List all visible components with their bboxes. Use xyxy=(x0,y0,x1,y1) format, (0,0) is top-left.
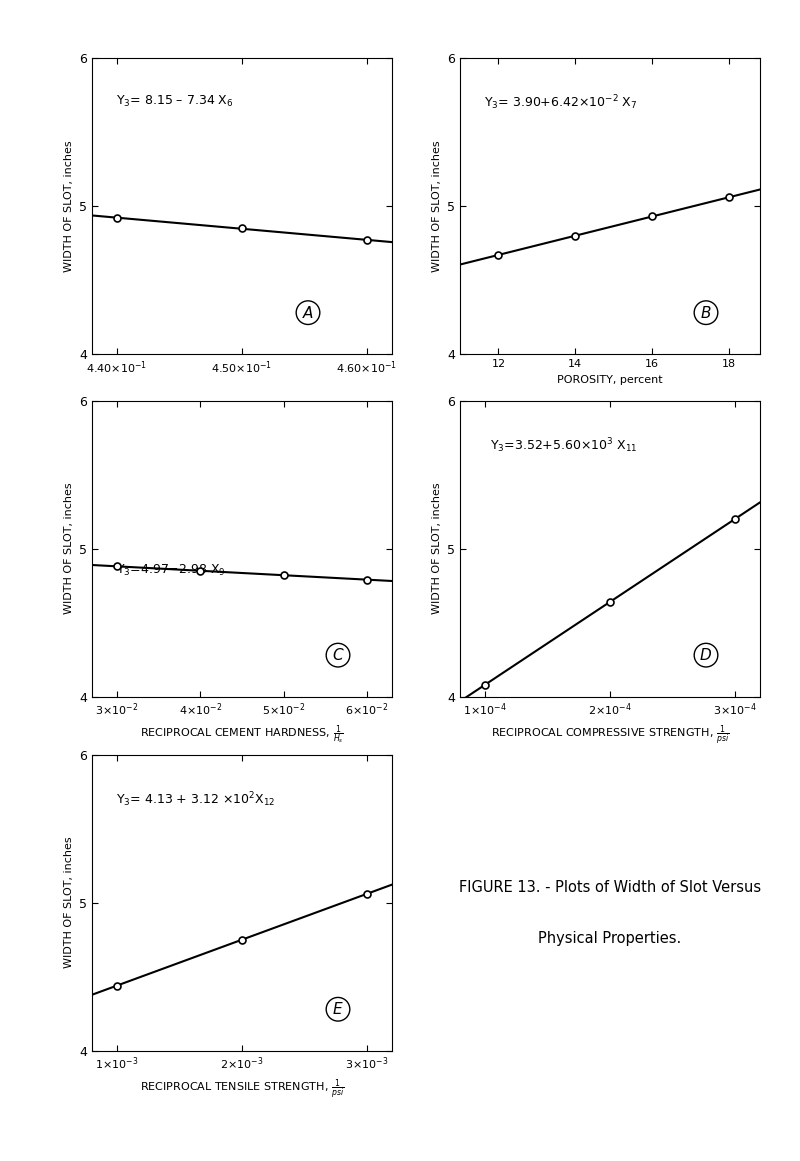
X-axis label: RECIPROCAL COMPRESSIVE STRENGTH, $\frac{1}{psi}$: RECIPROCAL COMPRESSIVE STRENGTH, $\frac{… xyxy=(491,723,729,748)
X-axis label: RECIPROCAL CEMENT HARDNESS, $\frac{1}{H_s}$: RECIPROCAL CEMENT HARDNESS, $\frac{1}{H_… xyxy=(140,723,344,747)
Text: Y$_3$= 3.90+6.42×10$^{-2}$ X$_7$: Y$_3$= 3.90+6.42×10$^{-2}$ X$_7$ xyxy=(484,94,638,113)
Text: FIGURE 13. - Plots of Width of Slot Versus: FIGURE 13. - Plots of Width of Slot Vers… xyxy=(459,880,761,895)
Text: Y$_3$=4.97−2.98 X$_9$: Y$_3$=4.97−2.98 X$_9$ xyxy=(116,563,226,578)
Text: $\mathit{B}$: $\mathit{B}$ xyxy=(700,304,712,320)
Y-axis label: WIDTH OF SLOT, inches: WIDTH OF SLOT, inches xyxy=(431,483,442,614)
Text: Y$_3$= 8.15 – 7.34 X$_6$: Y$_3$= 8.15 – 7.34 X$_6$ xyxy=(116,94,234,109)
Y-axis label: WIDTH OF SLOT, inches: WIDTH OF SLOT, inches xyxy=(63,837,74,968)
Text: Y$_3$=3.52+5.60×10$^3$ X$_{11}$: Y$_3$=3.52+5.60×10$^3$ X$_{11}$ xyxy=(490,437,638,455)
Text: Physical Properties.: Physical Properties. xyxy=(538,931,682,946)
Text: $\mathit{C}$: $\mathit{C}$ xyxy=(332,647,344,663)
Text: $\mathit{A}$: $\mathit{A}$ xyxy=(302,304,314,320)
Text: RECIPROCAL DENSITY,: RECIPROCAL DENSITY, xyxy=(178,408,306,418)
Y-axis label: WIDTH OF SLOT, inches: WIDTH OF SLOT, inches xyxy=(63,140,74,272)
Y-axis label: WIDTH OF SLOT, inches: WIDTH OF SLOT, inches xyxy=(63,483,74,614)
Text: $\mathit{E}$: $\mathit{E}$ xyxy=(332,1001,344,1017)
Y-axis label: WIDTH OF SLOT, inches: WIDTH OF SLOT, inches xyxy=(431,140,442,272)
Text: cu cm: cu cm xyxy=(225,434,259,444)
Text: $\mathit{D}$: $\mathit{D}$ xyxy=(699,647,713,663)
X-axis label: POROSITY, percent: POROSITY, percent xyxy=(557,375,663,384)
Text: g: g xyxy=(238,461,246,470)
X-axis label: RECIPROCAL TENSILE STRENGTH, $\frac{1}{psi}$: RECIPROCAL TENSILE STRENGTH, $\frac{1}{p… xyxy=(140,1077,344,1102)
Text: Y$_3$= 4.13 + 3.12 ×10$^2$X$_{12}$: Y$_3$= 4.13 + 3.12 ×10$^2$X$_{12}$ xyxy=(116,791,275,809)
